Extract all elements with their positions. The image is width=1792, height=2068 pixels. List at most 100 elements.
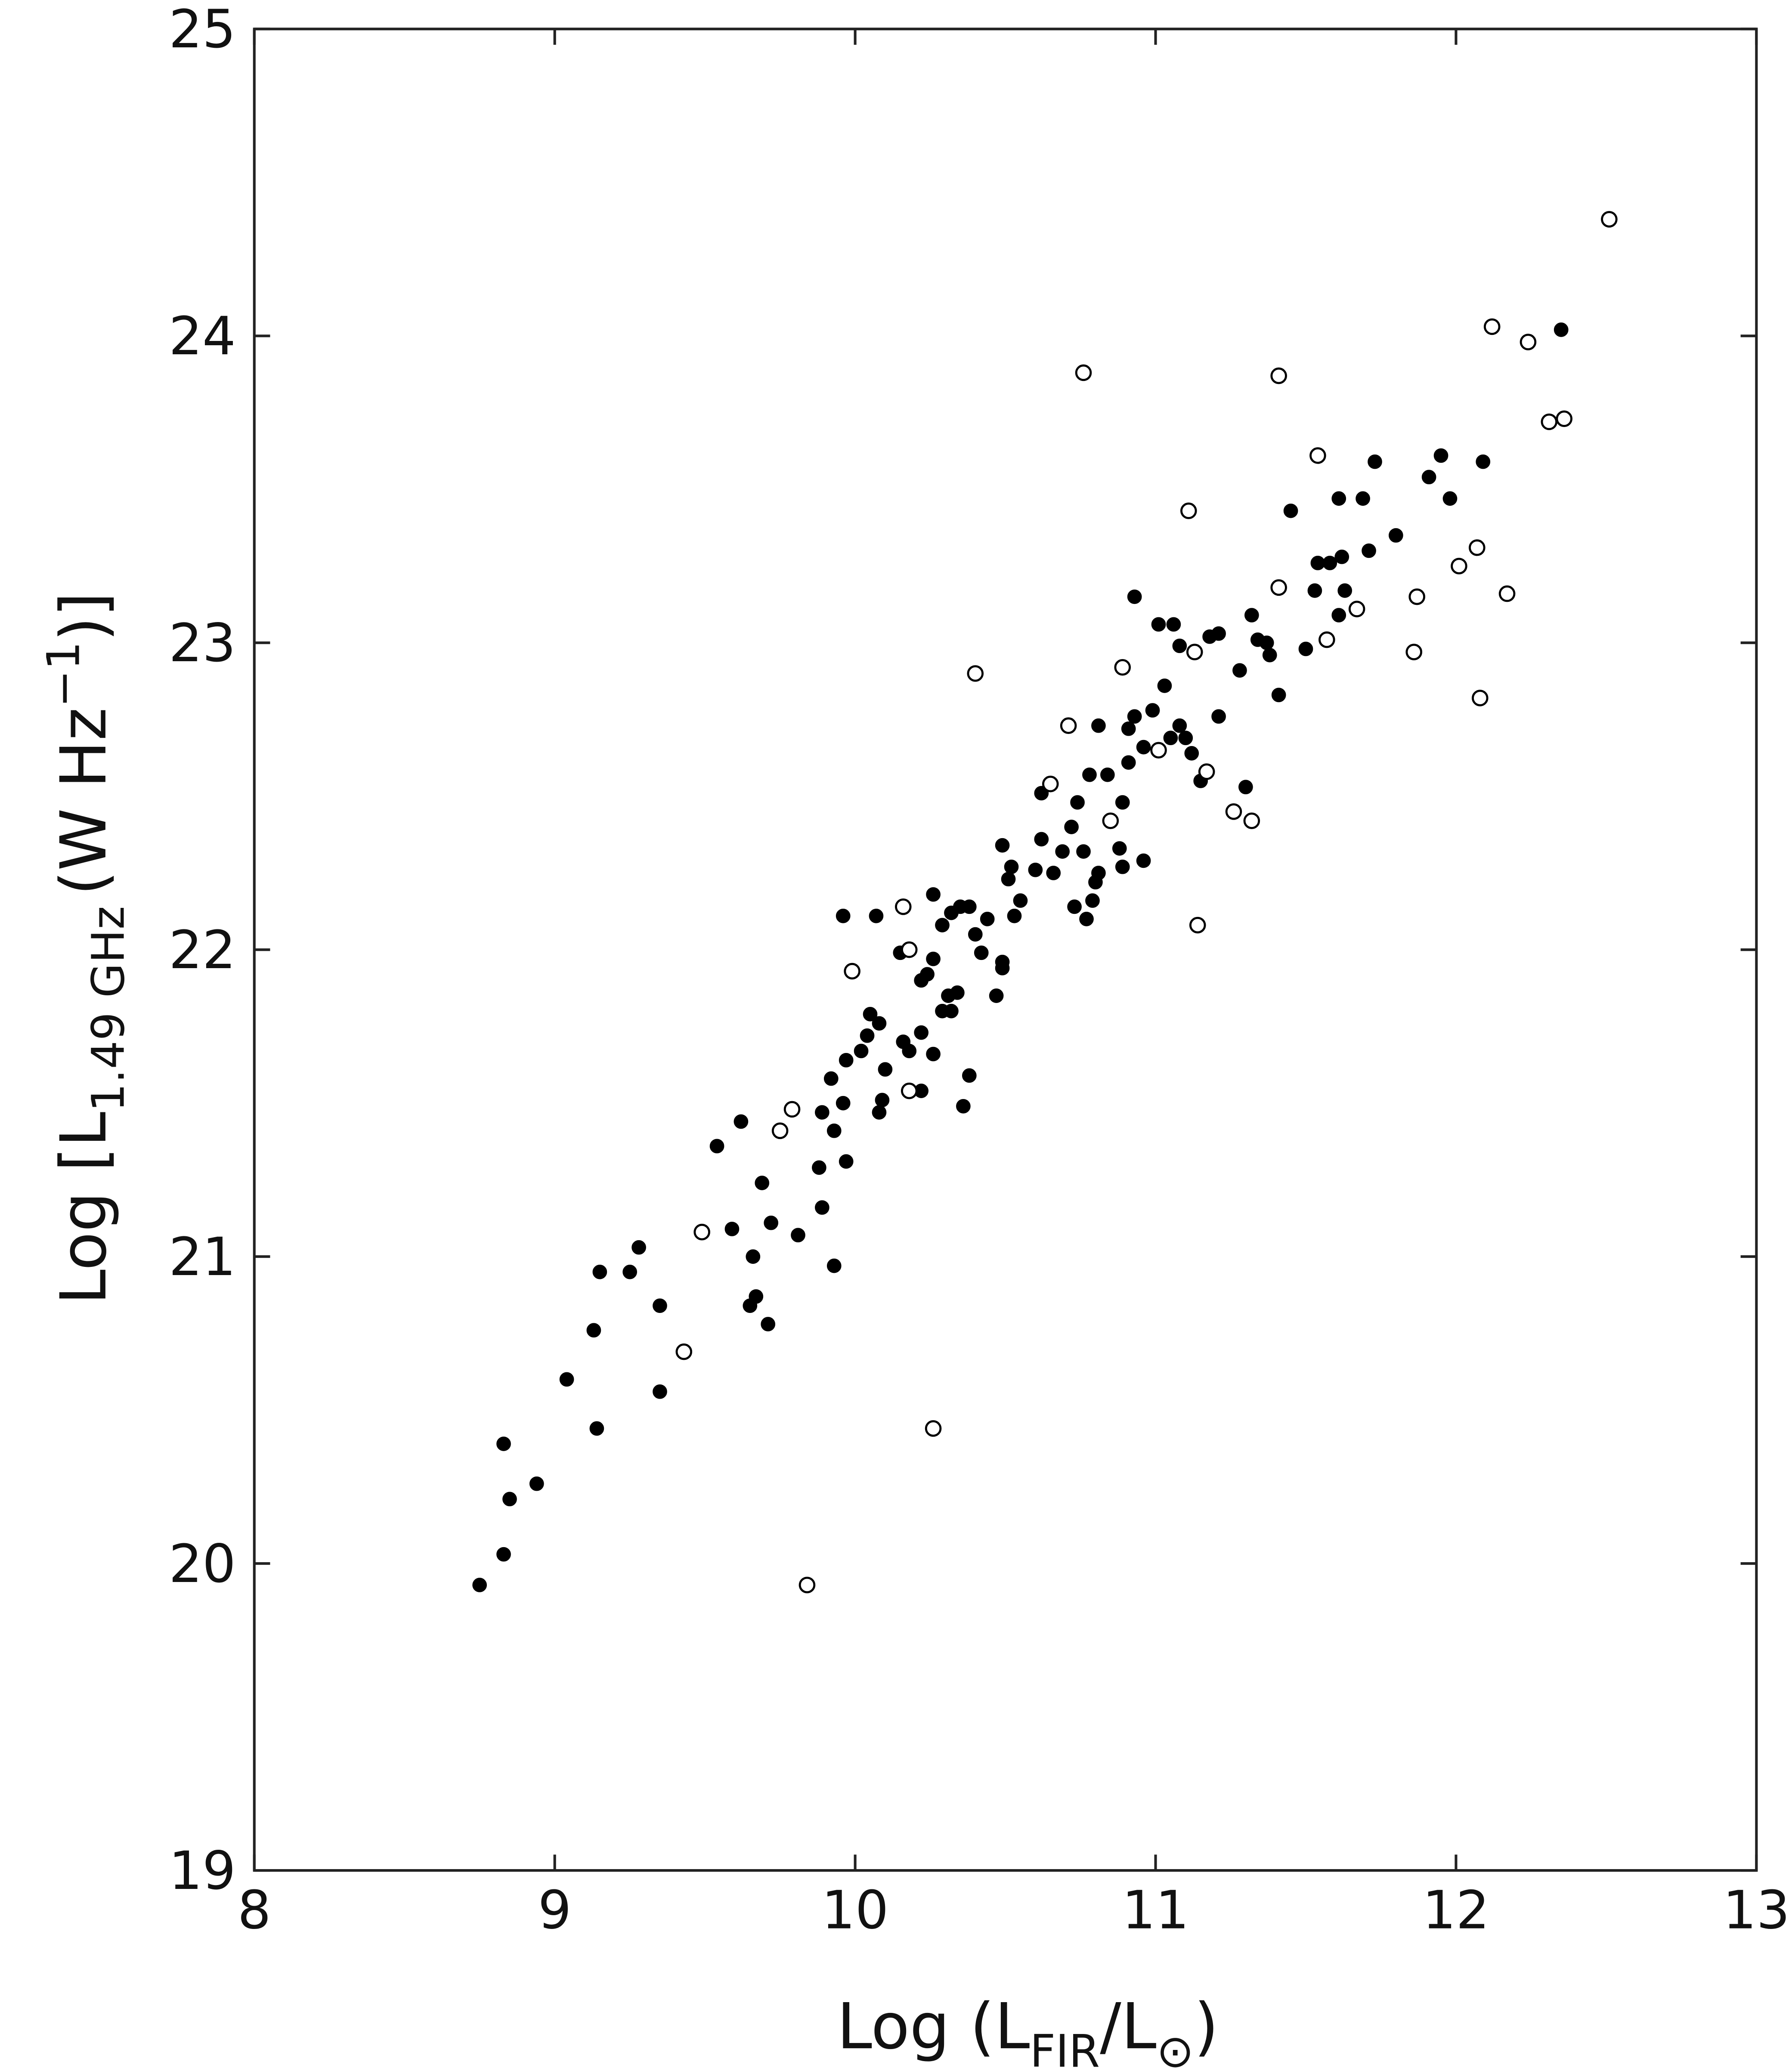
filled-point xyxy=(1389,528,1403,543)
filled-point xyxy=(586,1323,601,1338)
filled-point xyxy=(1211,709,1226,724)
filled-point xyxy=(878,1062,893,1077)
filled-point xyxy=(974,945,989,960)
filled-point xyxy=(559,1372,574,1387)
open-point xyxy=(799,1576,816,1594)
open-point xyxy=(1114,659,1131,676)
open-point xyxy=(1198,763,1215,780)
open-point xyxy=(925,1420,942,1437)
filled-point xyxy=(1127,709,1142,724)
filled-point xyxy=(926,951,941,966)
filled-point xyxy=(956,1099,971,1114)
filled-point xyxy=(872,1016,887,1031)
y-label-unit: (W Hz xyxy=(47,707,121,895)
filled-point xyxy=(1554,322,1569,337)
filled-point xyxy=(1172,718,1187,733)
open-point xyxy=(901,1082,918,1099)
plot-frame xyxy=(253,28,1758,1872)
filled-point xyxy=(1362,543,1376,558)
filled-point xyxy=(1184,746,1199,761)
filled-point xyxy=(1004,859,1019,874)
y-tick-label: 19 xyxy=(169,1840,236,1901)
filled-point xyxy=(1331,491,1346,506)
open-point xyxy=(783,1101,801,1118)
filled-point xyxy=(734,1114,749,1129)
filled-point xyxy=(1067,899,1082,914)
open-point xyxy=(1471,690,1489,706)
filled-point xyxy=(1442,491,1458,506)
open-point xyxy=(1601,211,1618,228)
filled-point xyxy=(854,1043,869,1059)
filled-point xyxy=(836,908,851,923)
filled-point xyxy=(914,1025,928,1040)
filled-point xyxy=(529,1476,544,1491)
filled-point xyxy=(502,1492,517,1507)
filled-point xyxy=(1046,866,1061,880)
filled-point xyxy=(622,1264,638,1279)
x-tick-label: 13 xyxy=(1723,1879,1790,1941)
x-tick-label: 10 xyxy=(822,1879,889,1941)
x-tick-label: 11 xyxy=(1122,1879,1189,1941)
y-label-main: Log [L xyxy=(47,1112,121,1305)
filled-point xyxy=(1178,731,1193,746)
open-point xyxy=(1348,601,1365,618)
filled-point xyxy=(1163,731,1178,746)
filled-point xyxy=(1136,740,1151,755)
open-point xyxy=(1186,644,1203,660)
filled-point xyxy=(1100,767,1115,782)
filled-point xyxy=(592,1264,607,1279)
filled-point xyxy=(989,988,1004,1003)
filled-point xyxy=(1136,853,1151,868)
open-point xyxy=(1498,585,1516,602)
y-label-sup: −1 xyxy=(37,641,90,707)
open-point xyxy=(1469,539,1486,556)
open-point xyxy=(1405,644,1423,660)
filled-point xyxy=(1298,641,1313,656)
filled-point xyxy=(1238,780,1253,795)
filled-point xyxy=(863,1007,878,1022)
filled-point xyxy=(1064,820,1079,834)
open-point xyxy=(1150,742,1167,759)
y-label-close: )] xyxy=(47,592,121,641)
filled-point xyxy=(1307,583,1322,598)
filled-point xyxy=(761,1317,776,1331)
filled-point xyxy=(1356,491,1370,506)
y-tick-label: 22 xyxy=(169,919,236,981)
filled-point xyxy=(472,1578,487,1592)
filled-point xyxy=(872,1105,887,1120)
open-point xyxy=(1180,502,1197,519)
filled-point xyxy=(1112,841,1127,856)
x-label-main: Log (L xyxy=(837,1990,1030,2063)
filled-point xyxy=(496,1547,511,1562)
filled-point xyxy=(860,1028,875,1043)
filled-point xyxy=(709,1139,724,1154)
filled-point xyxy=(995,838,1010,853)
filled-point xyxy=(1115,859,1130,874)
filled-point xyxy=(1091,718,1106,733)
open-point xyxy=(1270,579,1287,596)
open-point xyxy=(1075,364,1092,381)
filled-point xyxy=(1034,832,1049,847)
open-point xyxy=(693,1223,710,1241)
filled-point xyxy=(1127,589,1142,604)
filled-point xyxy=(1368,454,1382,469)
filled-point xyxy=(815,1200,829,1215)
filled-point xyxy=(995,961,1010,975)
filled-point xyxy=(1421,470,1436,485)
filled-point xyxy=(496,1436,511,1451)
y-tick-label: 21 xyxy=(169,1226,236,1288)
open-point xyxy=(844,963,860,980)
open-point xyxy=(1042,775,1059,793)
filled-point xyxy=(968,927,983,942)
filled-point xyxy=(653,1384,667,1399)
filled-point xyxy=(749,1289,764,1304)
filled-point xyxy=(1121,755,1136,770)
filled-point xyxy=(589,1421,604,1436)
open-point xyxy=(1318,631,1335,648)
filled-point xyxy=(1151,617,1166,632)
filled-point xyxy=(1232,663,1247,678)
filled-point xyxy=(1476,454,1491,469)
filled-point xyxy=(1262,647,1277,663)
